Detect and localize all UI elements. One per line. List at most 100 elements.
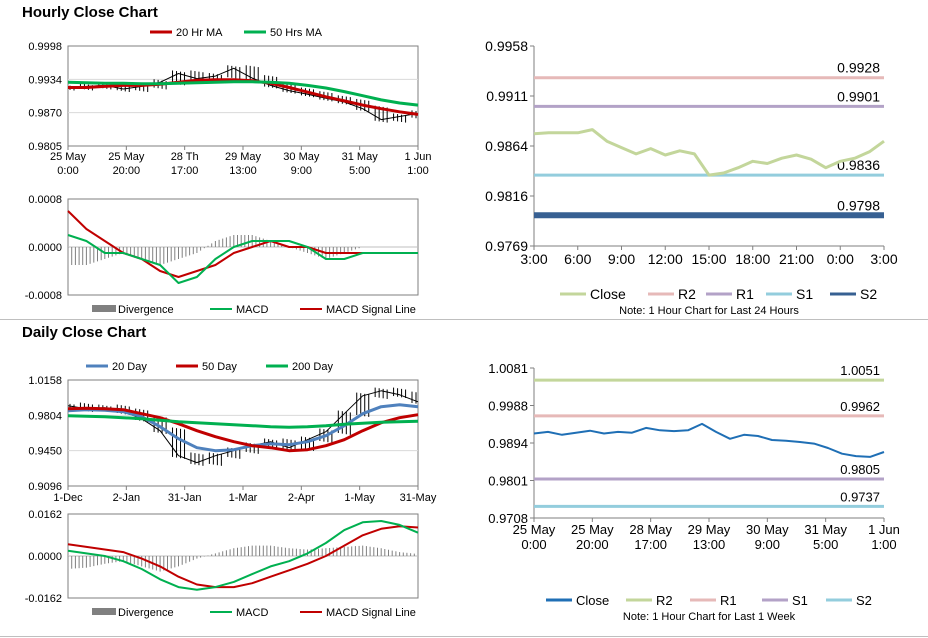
legend-macd-signal-line-label: MACD Signal Line: [326, 304, 416, 316]
legend-divergence-swatch: [92, 608, 116, 615]
level-label-r2: 1.0051: [840, 363, 880, 378]
series-close: [533, 128, 885, 177]
chart-note: Note: 1 Hour Chart for Last 24 Hours: [619, 305, 799, 317]
x-tick-label: 9:00: [608, 251, 635, 267]
x-tick-label: 9:00: [755, 537, 780, 552]
x-tick-label: 5:00: [349, 165, 370, 177]
legend-r1-label: R1: [736, 286, 754, 302]
legend-r1-label: R1: [720, 593, 737, 608]
series-50-day: [67, 406, 419, 453]
x-tick-label: 1 Jun: [868, 522, 900, 537]
y-tick-label: 0.9096: [28, 481, 62, 493]
x-tick-label: 30 May: [746, 522, 789, 537]
x-tick-label: 28 Th: [171, 151, 199, 163]
x-tick-label: 18:00: [735, 251, 770, 267]
legend-close-label: Close: [576, 593, 609, 608]
legend-divergence-label: Divergence: [118, 304, 174, 316]
x-tick-label: 21:00: [779, 251, 814, 267]
level-label-s2: 0.9798: [837, 197, 880, 213]
x-tick-label: 2-Apr: [288, 492, 315, 504]
legend-s1-label: S1: [796, 286, 813, 302]
legend-macd-label: MACD: [236, 607, 268, 619]
x-tick-label: 25 May: [108, 151, 145, 163]
series-close: [533, 422, 885, 458]
legend-50-hrs-ma-label: 50 Hrs MA: [270, 27, 323, 39]
y-tick-label: 0.9894: [488, 436, 528, 451]
y-tick-label: 0.9769: [485, 238, 528, 254]
daily-section-title: Daily Close Chart: [22, 324, 147, 341]
x-tick-label: 0:00: [521, 537, 546, 552]
y-tick-label: 0.9805: [28, 141, 62, 153]
x-tick-label: 31 May: [342, 151, 379, 163]
x-tick-label: 1-May: [344, 492, 375, 504]
x-tick-label: 1:00: [871, 537, 896, 552]
y-tick-label: -0.0162: [25, 593, 62, 605]
legend-s2-label: S2: [860, 286, 877, 302]
daily-macd-chart: 0.0162 0.0000 -0.0162 Divergence MACD MACD Si…: [25, 509, 419, 619]
hourly-levels-chart: 0.9958 0.9911 0.9864 0.9816 0.9769 3:00 6:00 9:…: [485, 38, 898, 317]
legend-20-day-label: 20 Day: [112, 361, 147, 373]
level-label-r1: 0.9901: [837, 88, 880, 104]
x-tick-label: 13:00: [693, 537, 726, 552]
x-tick-label: 1-Dec: [53, 492, 83, 504]
x-tick-label: 29 May: [225, 151, 262, 163]
x-tick-label: 1-Mar: [229, 492, 258, 504]
series-macd: [67, 234, 418, 284]
series-20-day: [67, 403, 419, 453]
x-tick-label: 25 May: [513, 522, 556, 537]
x-tick-label: 0:00: [57, 165, 78, 177]
x-tick-label: 17:00: [171, 165, 199, 177]
x-tick-label: 20:00: [576, 537, 609, 552]
x-tick-label: 1:00: [407, 165, 428, 177]
legend-r2-label: R2: [656, 593, 673, 608]
x-tick-label: 0:00: [827, 251, 854, 267]
x-tick-label: 28 May: [629, 522, 672, 537]
y-tick-label: 0.9864: [485, 138, 528, 154]
legend-20-hr-ma-label: 20 Hr MA: [176, 27, 223, 39]
y-tick-label: 0.9934: [28, 74, 62, 86]
price-line: [67, 67, 419, 121]
x-tick-label: 29 May: [688, 522, 731, 537]
hourly-section-title: Hourly Close Chart: [22, 4, 158, 21]
x-tick-label: 12:00: [648, 251, 683, 267]
x-tick-label: 15:00: [691, 251, 726, 267]
legend-200-day-label: 200 Day: [292, 361, 333, 373]
x-tick-label: 31-Jan: [168, 492, 202, 504]
level-label-s1: 0.9805: [840, 462, 880, 477]
x-tick-label: 2-Jan: [113, 492, 141, 504]
legend-close-label: Close: [590, 286, 626, 302]
legend-macd-signal-line-label: MACD Signal Line: [326, 607, 416, 619]
level-label-s2: 0.9737: [840, 489, 880, 504]
section-divider: [0, 319, 928, 320]
series-50-hrs-ma: [67, 80, 419, 107]
y-tick-label: 0.9958: [485, 38, 528, 54]
legend-r2-label: R2: [678, 286, 696, 302]
chart-note: Note: 1 Hour Chart for Last 1 Week: [623, 611, 796, 623]
y-tick-label: 0.9450: [28, 446, 62, 458]
y-tick-label: 0.9911: [486, 88, 528, 104]
legend-s1-label: S1: [792, 593, 808, 608]
y-tick-label: 0.9804: [28, 410, 62, 422]
y-tick-label: 0.0000: [28, 551, 62, 563]
x-tick-label: 25 May: [50, 151, 87, 163]
series-200-day: [67, 414, 419, 429]
y-tick-label: 0.9988: [488, 399, 528, 414]
x-tick-label: 3:00: [870, 251, 897, 267]
x-tick-label: 6:00: [564, 251, 591, 267]
y-tick-label: -0.0008: [25, 290, 62, 302]
x-tick-label: 13:00: [229, 165, 257, 177]
x-tick-label: 30 May: [283, 151, 320, 163]
y-tick-label: 0.9708: [488, 511, 528, 526]
y-tick-label: 0.9816: [485, 188, 528, 204]
level-label-r1: 0.9962: [840, 399, 880, 414]
x-tick-label: 31 May: [804, 522, 847, 537]
y-tick-label: 0.0000: [28, 242, 62, 254]
series-macd-signal-line: [67, 525, 419, 589]
y-tick-label: 1.0081: [488, 361, 528, 376]
plot-frame: [67, 379, 419, 487]
legend-divergence-label: Divergence: [118, 607, 174, 619]
x-tick-label: 1 Jun: [405, 151, 432, 163]
